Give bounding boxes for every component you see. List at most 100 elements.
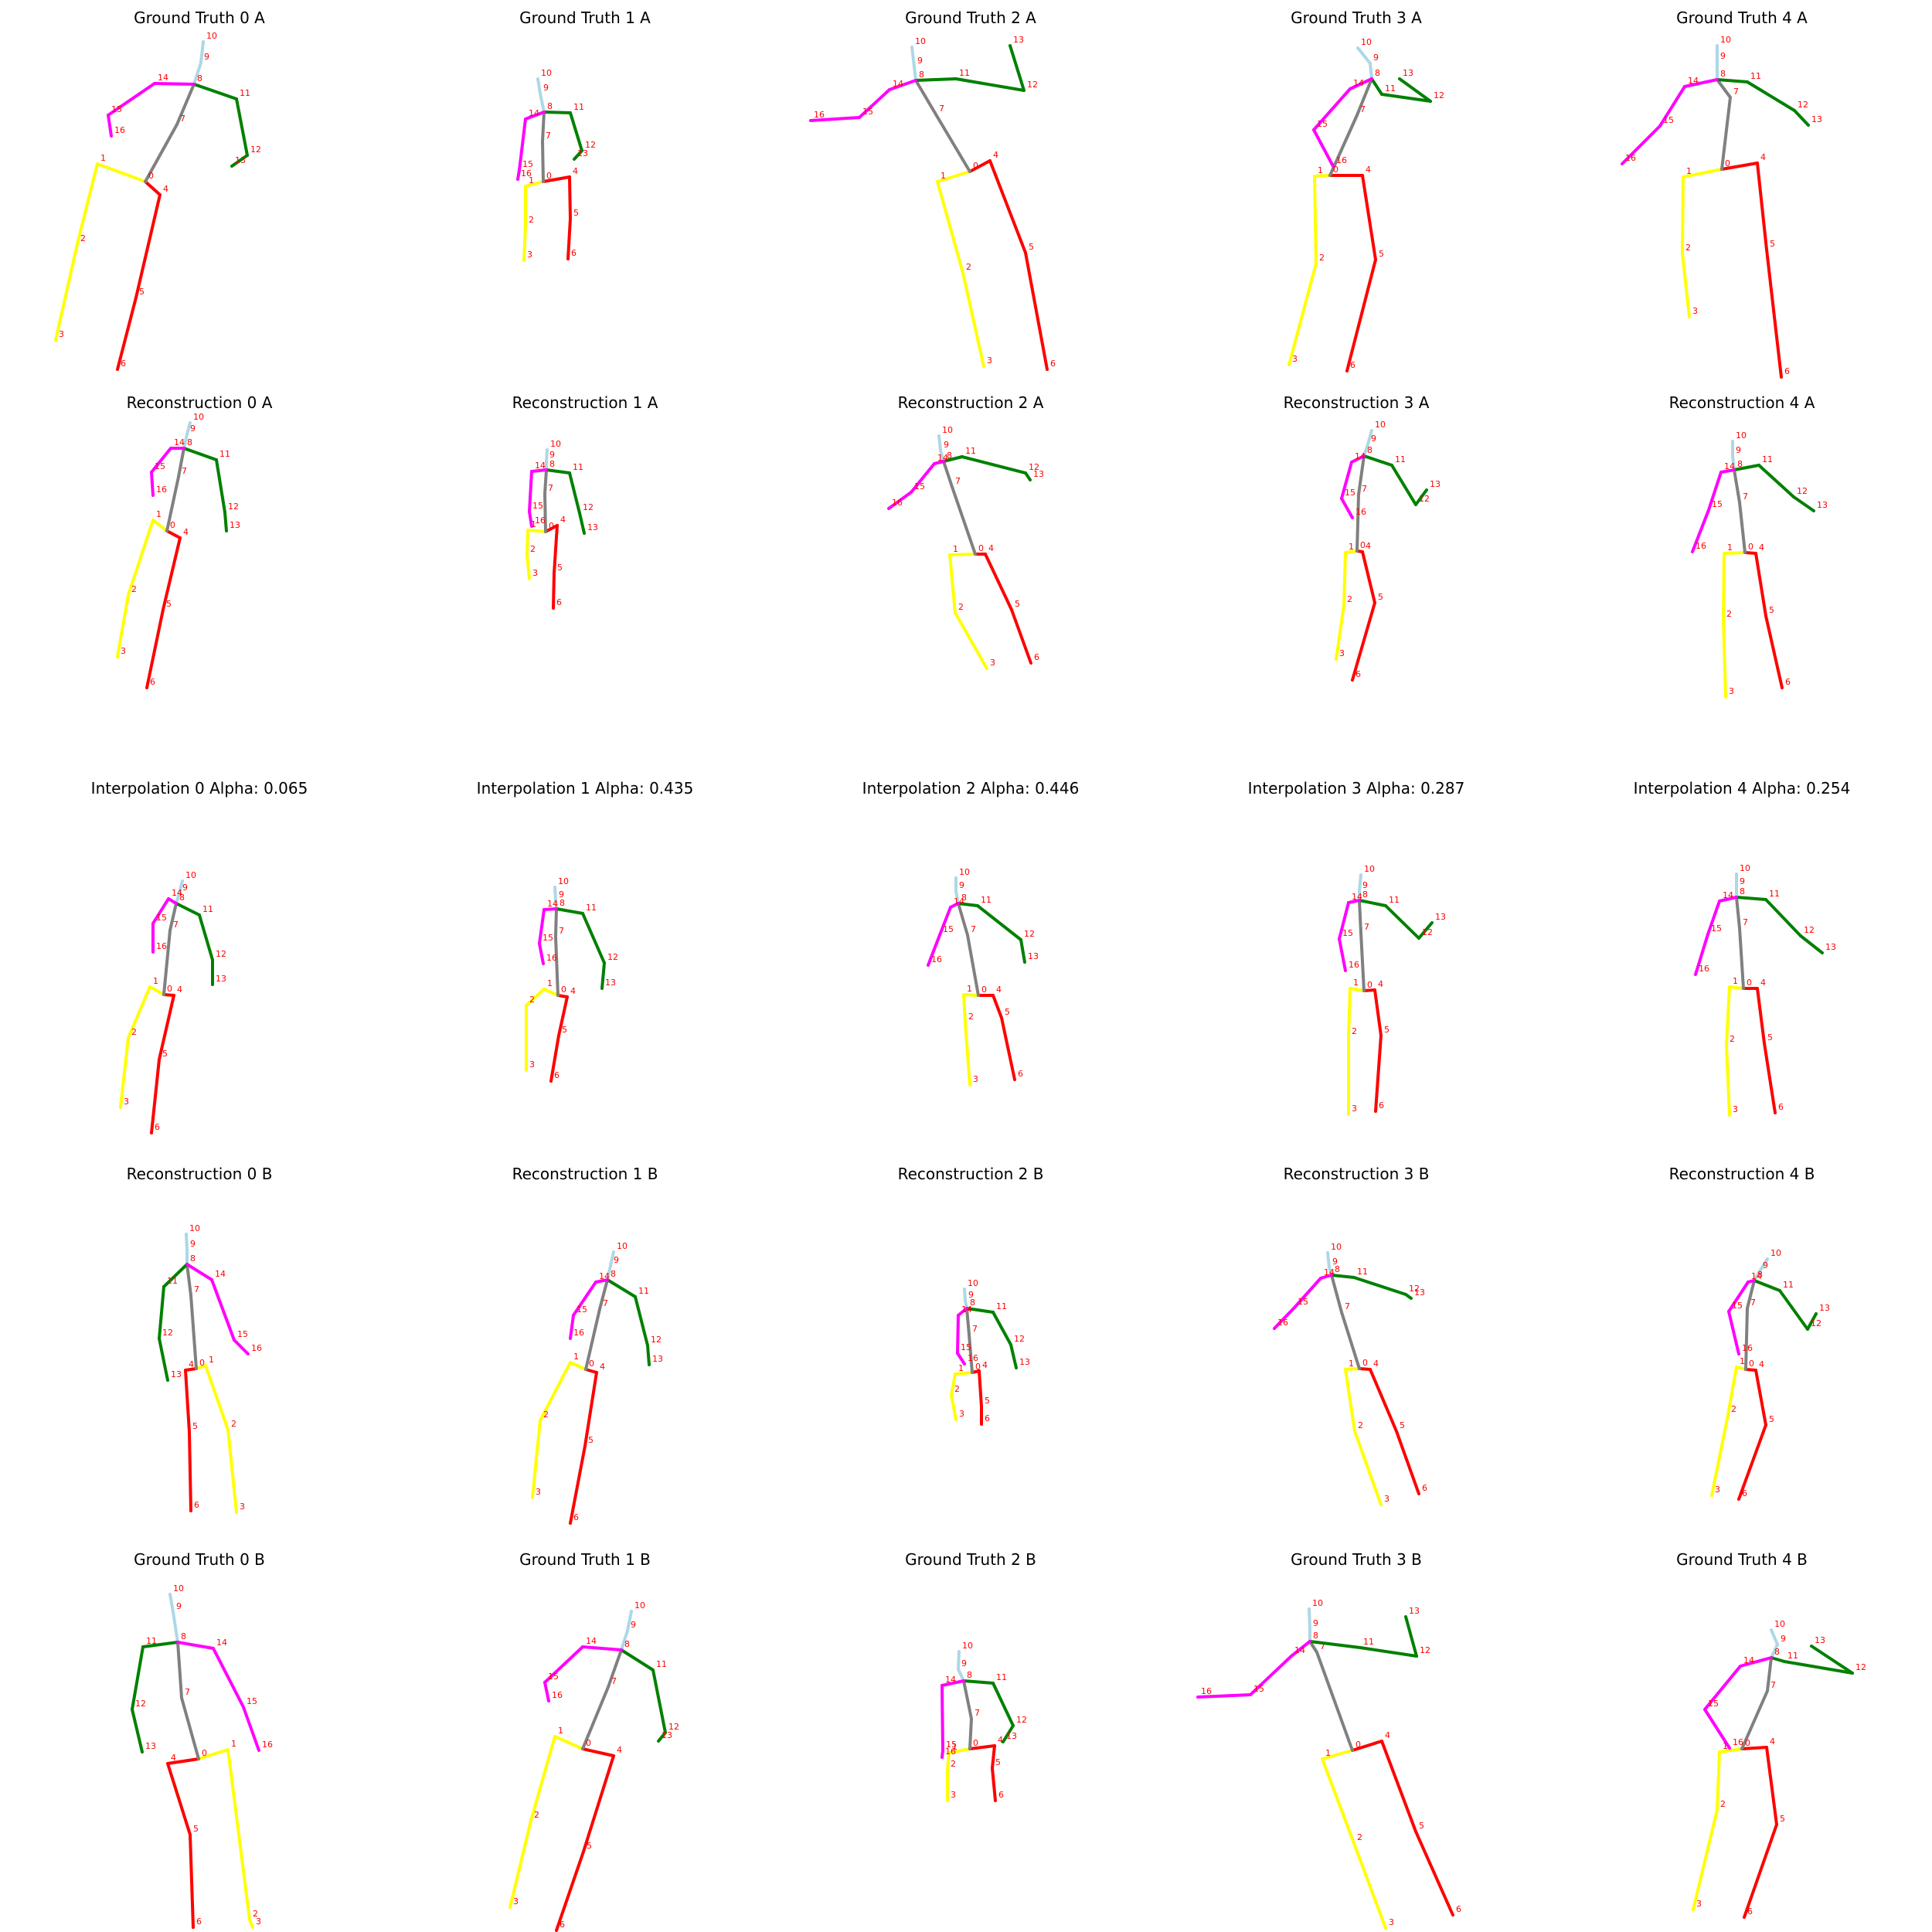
skeleton-bone — [212, 1647, 245, 1709]
joint-label: 9 — [182, 883, 188, 893]
skeleton-bone — [991, 1744, 996, 1770]
skeleton-bone — [539, 1361, 572, 1422]
skeleton-bone — [646, 1344, 651, 1366]
joint-label: 1 — [153, 976, 158, 986]
skeleton-bone — [1737, 1423, 1767, 1501]
skeleton-bone — [950, 1372, 957, 1396]
joint-label: 0 — [1362, 1358, 1368, 1368]
joint-label: 8 — [1740, 886, 1745, 896]
joint-label: 4 — [1366, 541, 1371, 551]
joint-label: 10 — [185, 870, 196, 880]
skeleton-bone — [927, 934, 941, 967]
skeleton-bone — [1249, 1655, 1293, 1696]
joint-label: 11 — [996, 1301, 1007, 1311]
joint-label: 1 — [1723, 1741, 1728, 1751]
skeleton-bone — [1404, 1293, 1413, 1300]
skeleton-bone — [1720, 96, 1732, 171]
skeleton-bone — [936, 170, 971, 183]
joint-label: 6 — [1018, 1069, 1023, 1079]
joint-label: 1 — [1353, 978, 1359, 988]
joint-label: 12 — [250, 145, 261, 155]
joint-label: 6 — [155, 1122, 160, 1132]
skeleton-bone — [1395, 1430, 1420, 1495]
joint-label: 15 — [1663, 115, 1674, 125]
panel-title: Interpolation 2 Alpha: 0.446 — [862, 779, 1080, 798]
skeleton-bone — [1810, 1645, 1854, 1675]
panel-title: Interpolation 0 Alpha: 0.065 — [91, 779, 308, 798]
joint-label: 1 — [940, 171, 946, 181]
joint-label: 10 — [1375, 420, 1386, 430]
skeleton-bone — [991, 1767, 997, 1802]
skeleton-bone — [197, 1748, 230, 1760]
joint-label: 2 — [1319, 253, 1325, 263]
skeleton-bone — [1000, 1016, 1016, 1081]
joint-label: 8 — [1774, 1647, 1780, 1657]
joint-label: 15 — [862, 107, 873, 117]
skeleton-bone — [153, 82, 196, 86]
skeleton-bone — [1735, 896, 1767, 901]
joint-label: 16 — [814, 110, 825, 120]
skeleton-bone — [1352, 1842, 1387, 1930]
joint-label: 12 — [585, 140, 596, 150]
joint-label: 10 — [189, 1223, 200, 1233]
skeleton-bone — [557, 995, 569, 1037]
joint-label: 10 — [558, 876, 569, 886]
joint-label: 0 — [1725, 158, 1730, 168]
skeleton-bone — [569, 111, 583, 152]
joint-label: 14 — [1352, 892, 1362, 902]
joint-label: 11 — [167, 1276, 178, 1286]
skeleton-bone — [988, 159, 1027, 254]
joint-label: 5 — [1379, 249, 1384, 259]
skeleton-bone — [1703, 1708, 1731, 1750]
joint-label: 5 — [1769, 1414, 1774, 1424]
skeleton-bone — [242, 1706, 260, 1752]
joint-label: 0 — [167, 984, 172, 994]
skeleton-bone — [1340, 1311, 1361, 1370]
skeleton-bone — [543, 492, 547, 533]
joint-label: 14 — [954, 896, 964, 906]
skeleton-bone — [1351, 1740, 1383, 1752]
joint-label: 9 — [549, 450, 555, 460]
joint-label: 4 — [1760, 152, 1766, 162]
joint-label: 9 — [1736, 445, 1741, 455]
joint-label: 9 — [1781, 1634, 1786, 1644]
joint-label: 7 — [1320, 1641, 1325, 1651]
skeleton-panel: Interpolation 0 Alpha: 0.065012345678910… — [91, 779, 308, 1134]
skeleton-bone — [524, 111, 546, 121]
joint-label: 13 — [1815, 1635, 1825, 1645]
joint-label: 2 — [1685, 243, 1691, 253]
joint-label: 16 — [1696, 541, 1706, 551]
joint-label: 2 — [1347, 594, 1352, 604]
joint-label: 11 — [586, 903, 597, 913]
joint-label: 15 — [961, 1342, 971, 1352]
skeleton-bone — [134, 193, 162, 299]
skeleton-bone — [1716, 1750, 1721, 1811]
skeleton-bone — [1722, 618, 1727, 699]
skeleton-bone — [543, 907, 558, 911]
joint-label: 15 — [943, 924, 954, 934]
joint-label: 10 — [541, 68, 552, 78]
joint-label: 3 — [1733, 1104, 1738, 1114]
skeleton-bone — [536, 77, 542, 95]
panel-title: Ground Truth 2 A — [905, 9, 1036, 27]
joint-label: 15 — [1732, 1301, 1743, 1311]
joint-label: 12 — [1029, 462, 1039, 472]
joint-label: 11 — [981, 895, 992, 905]
skeleton-bone — [1694, 933, 1709, 976]
skeleton-bone — [542, 175, 571, 183]
joint-label: 6 — [1034, 652, 1039, 662]
joint-label: 3 — [1389, 1917, 1394, 1927]
skeleton-bone — [145, 608, 165, 689]
skeleton-bone — [166, 1762, 192, 1836]
joint-label: 15 — [1711, 923, 1722, 934]
skeleton-bone — [1735, 896, 1741, 930]
skeleton-bone — [1744, 1368, 1757, 1372]
skeleton-bone — [1384, 904, 1420, 940]
joint-label: 0 — [561, 985, 566, 995]
skeleton-bone — [131, 1645, 145, 1711]
skeleton-panel: Reconstruction 0 A0123456789101112131415… — [116, 393, 273, 689]
joint-label: 5 — [562, 1025, 567, 1035]
skeleton-bone — [956, 1352, 966, 1366]
